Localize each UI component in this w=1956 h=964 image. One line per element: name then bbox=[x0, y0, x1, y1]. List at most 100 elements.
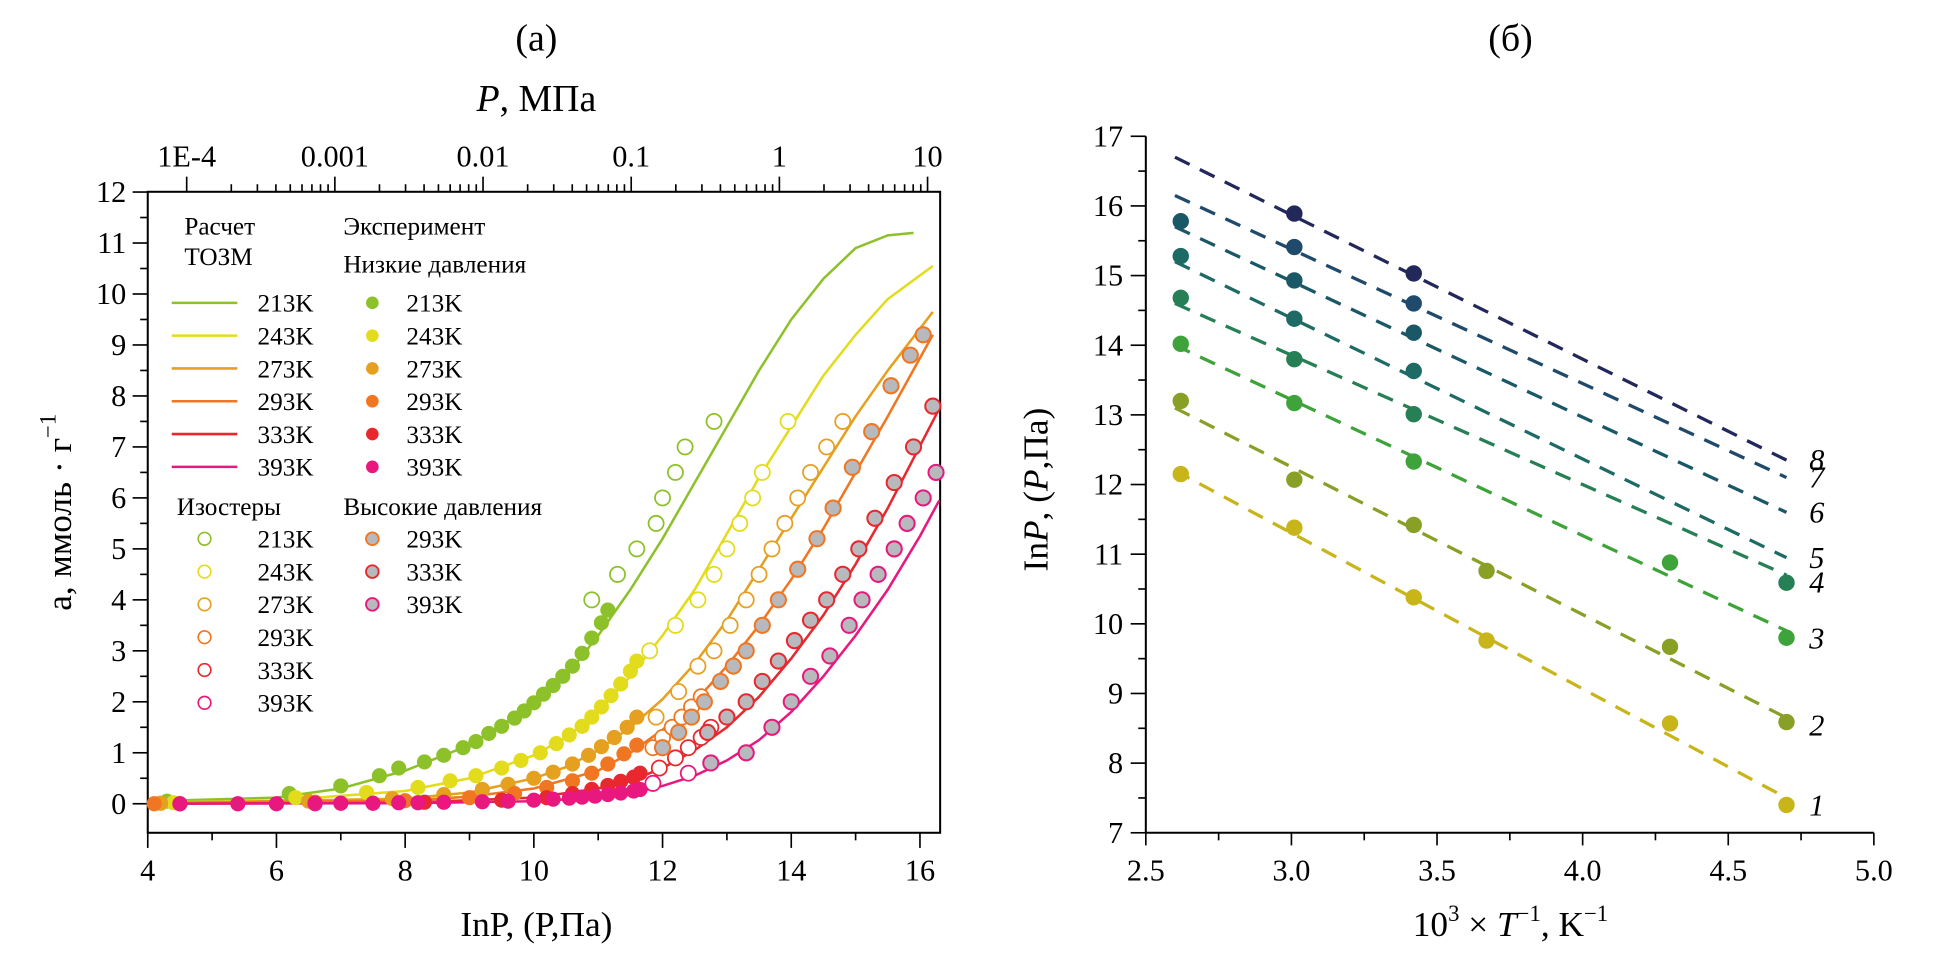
data-point-4 bbox=[1286, 350, 1303, 368]
data-point-filled bbox=[632, 781, 648, 798]
data-point-open bbox=[654, 489, 672, 507]
top-x-tick-label: 0.001 bbox=[301, 140, 369, 174]
legend-label: 393K bbox=[258, 455, 314, 482]
data-point-4 bbox=[1405, 405, 1422, 423]
data-point-2 bbox=[1478, 562, 1495, 580]
data-point-filled bbox=[461, 790, 478, 806]
data-point-filled bbox=[564, 773, 581, 789]
data-point-filled bbox=[513, 752, 529, 768]
series-label-7: 7 bbox=[1809, 461, 1826, 495]
data-point-open bbox=[689, 657, 707, 675]
data-point-3 bbox=[1778, 629, 1795, 646]
legend-marker-filled bbox=[366, 296, 379, 310]
data-point-gray bbox=[785, 632, 804, 650]
data-point-filled bbox=[587, 788, 603, 804]
data-point-gray bbox=[695, 693, 713, 711]
legend-high-header: Высокие давления bbox=[343, 494, 542, 521]
data-point-filled bbox=[600, 787, 616, 803]
data-point-open bbox=[628, 540, 646, 558]
legend-marker-filled bbox=[366, 460, 379, 474]
legend-label: 333K bbox=[258, 422, 314, 449]
data-point-filled bbox=[474, 781, 490, 798]
data-point-open bbox=[705, 642, 723, 660]
legend-exp-header: Эксперимент bbox=[343, 214, 485, 241]
data-point-5 bbox=[1286, 310, 1303, 327]
data-point-gray bbox=[653, 739, 672, 757]
data-point-3 bbox=[1172, 335, 1189, 353]
data-point-2 bbox=[1286, 471, 1303, 488]
data-point-4 bbox=[1778, 574, 1795, 591]
data-point-filled bbox=[613, 785, 629, 801]
legend-marker-open bbox=[197, 630, 212, 645]
x-tick-label: 2.5 bbox=[1127, 854, 1165, 888]
y-tick-label: 15 bbox=[1093, 259, 1123, 293]
data-point-3 bbox=[1405, 453, 1422, 470]
data-point-filled bbox=[629, 709, 645, 725]
data-point-filled bbox=[545, 791, 561, 807]
data-point-filled bbox=[307, 796, 323, 812]
top-x-tick-label: 0.1 bbox=[612, 140, 650, 174]
data-point-gray bbox=[769, 591, 787, 609]
chart-b: (б) 2.5 3.0 3.5 4.0 4.5 5.0789101112131415161… bbox=[1016, 17, 1892, 944]
legend-label: 213K bbox=[258, 291, 314, 318]
legend-label: 213K bbox=[258, 527, 314, 554]
data-point-filled bbox=[632, 765, 648, 781]
legend-label: 243K bbox=[258, 323, 314, 350]
data-point-filled bbox=[146, 796, 162, 812]
data-point-filled bbox=[500, 793, 516, 809]
y-tick-label: 7 bbox=[111, 430, 126, 464]
data-point-filled bbox=[574, 789, 590, 805]
data-point-gray bbox=[843, 458, 861, 476]
data-point-open bbox=[644, 774, 662, 792]
legend-marker-gray bbox=[365, 597, 380, 612]
data-point-1 bbox=[1405, 589, 1422, 606]
legend-marker-open bbox=[197, 531, 212, 546]
data-point-filled bbox=[333, 778, 349, 794]
data-point-gray bbox=[840, 616, 858, 634]
data-point-filled bbox=[410, 795, 426, 811]
data-point-6 bbox=[1405, 324, 1422, 341]
series-label-8: 8 bbox=[1809, 443, 1824, 477]
y-tick-label: 11 bbox=[97, 226, 126, 260]
data-point-filled bbox=[600, 602, 616, 618]
data-point-filled bbox=[616, 746, 632, 762]
legend-label: 243K bbox=[406, 323, 462, 350]
data-point-filled bbox=[574, 645, 590, 661]
legend-label: 393K bbox=[406, 592, 462, 619]
legend-label: 293K bbox=[258, 389, 314, 416]
data-point-open bbox=[721, 616, 739, 634]
data-point-1 bbox=[1778, 796, 1795, 814]
data-point-filled bbox=[629, 653, 645, 669]
data-point-filled bbox=[526, 695, 542, 711]
data-point-gray bbox=[914, 326, 932, 344]
data-point-filled bbox=[436, 794, 452, 810]
data-point-7 bbox=[1286, 238, 1303, 256]
data-point-open bbox=[802, 463, 820, 481]
data-point-filled bbox=[606, 729, 622, 746]
y-tick-label: 8 bbox=[1108, 746, 1123, 780]
data-point-open bbox=[705, 412, 723, 430]
data-point-gray bbox=[702, 754, 720, 772]
y-tick-label: 12 bbox=[1093, 468, 1123, 502]
data-point-6 bbox=[1172, 213, 1189, 230]
data-point-gray bbox=[753, 672, 771, 690]
x-tick-label: 14 bbox=[776, 854, 806, 888]
data-point-filled bbox=[619, 719, 635, 735]
y-tick-label: 14 bbox=[1093, 328, 1123, 362]
data-point-filled bbox=[584, 630, 600, 646]
data-point-open bbox=[689, 591, 707, 609]
data-point-filled bbox=[593, 615, 609, 631]
data-point-filled bbox=[564, 756, 581, 772]
data-point-filled bbox=[391, 760, 407, 776]
data-point-filled bbox=[584, 709, 600, 725]
legend-marker-filled bbox=[366, 329, 379, 342]
data-point-3 bbox=[1286, 394, 1303, 412]
legend-marker-open bbox=[197, 662, 212, 678]
data-point-gray bbox=[782, 693, 800, 711]
legend-label: 273K bbox=[406, 356, 462, 383]
y-tick-label: 0 bbox=[111, 787, 126, 821]
data-point-filled bbox=[172, 796, 188, 812]
fit-line-5 bbox=[1174, 260, 1788, 560]
data-point-gray bbox=[927, 463, 945, 481]
